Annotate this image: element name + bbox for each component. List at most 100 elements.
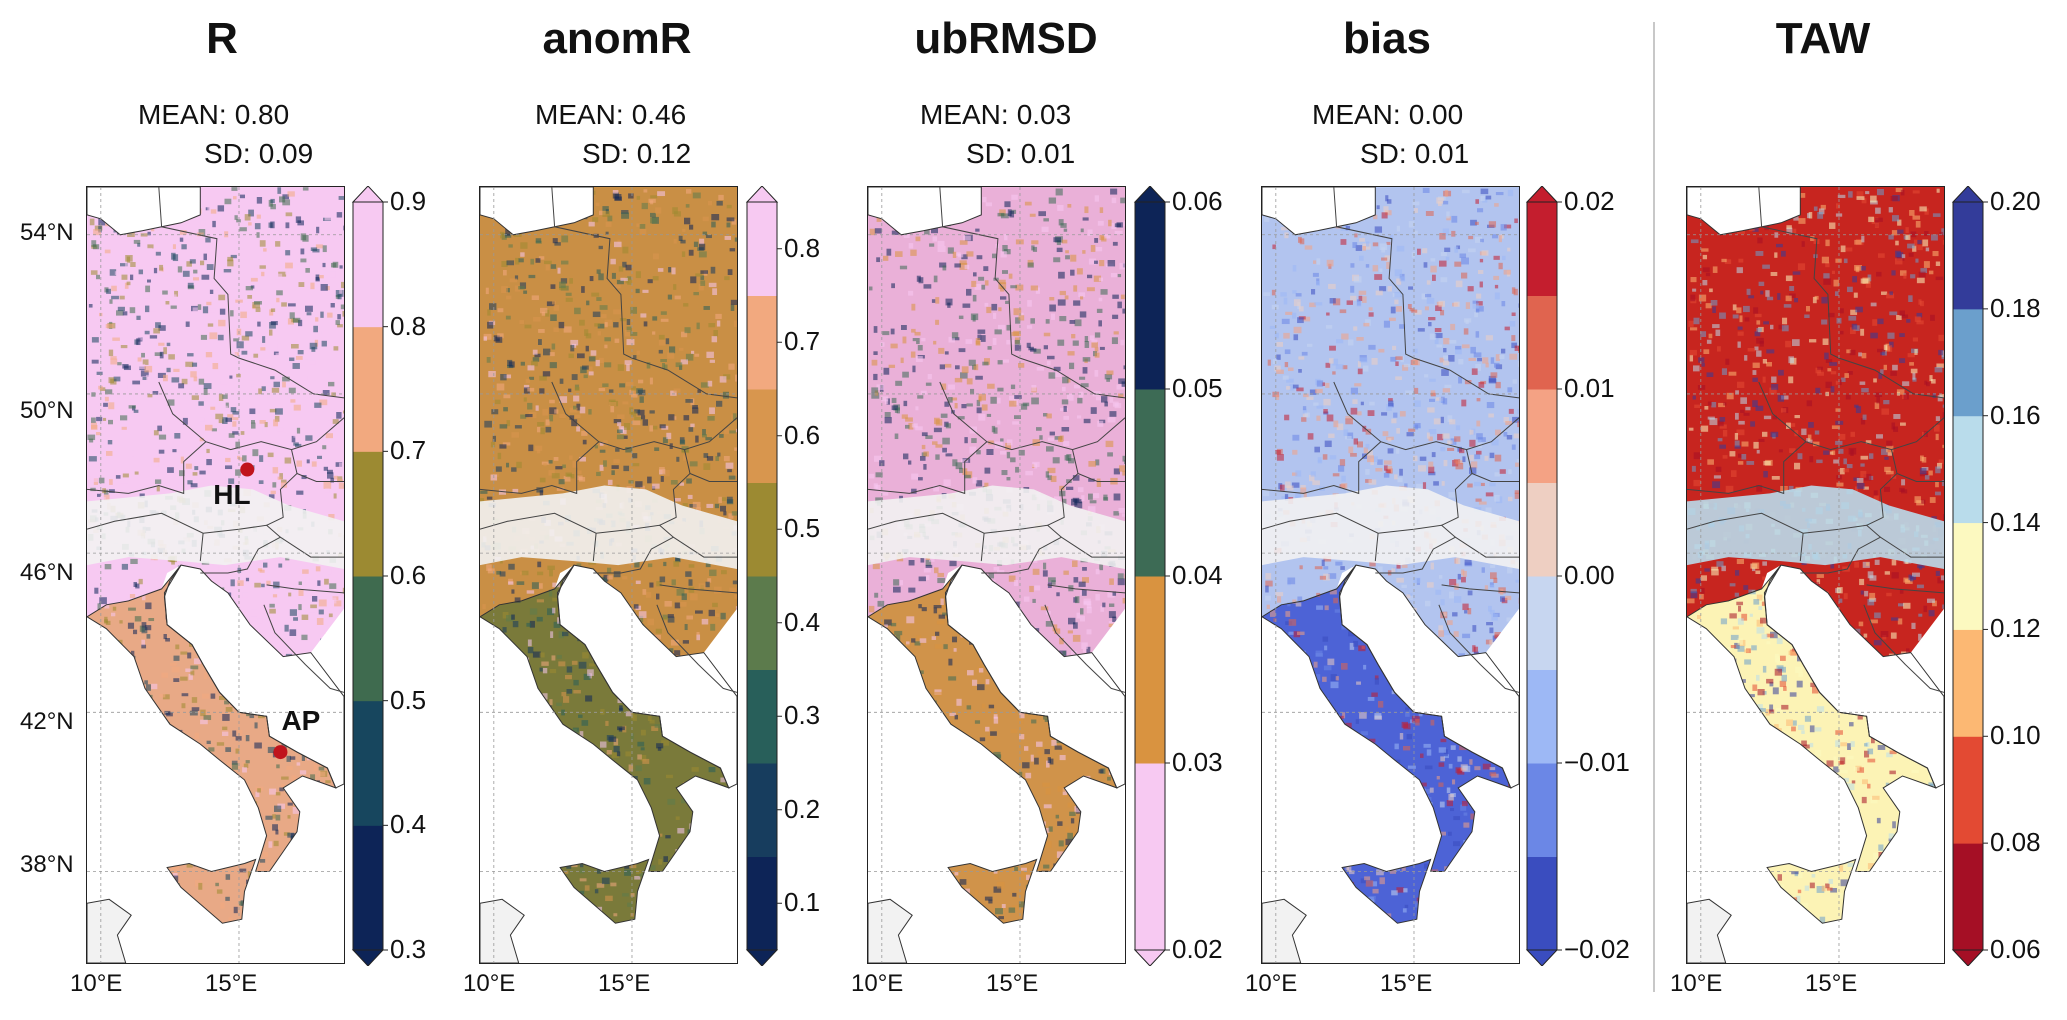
data-cell [639, 224, 646, 229]
data-cell [157, 927, 165, 931]
data-cell [873, 373, 878, 381]
data-cell [1122, 597, 1125, 604]
data-cell [966, 905, 971, 911]
data-cell [1455, 425, 1461, 431]
data-cell [1088, 882, 1097, 887]
data-cell [1511, 287, 1516, 294]
data-cell [874, 228, 882, 234]
country-border [158, 187, 344, 399]
data-cell [514, 777, 521, 784]
data-cell [1022, 952, 1027, 957]
data-cell [551, 840, 557, 844]
data-cell [558, 661, 566, 667]
data-cell [594, 759, 599, 765]
data-cell [1322, 636, 1329, 642]
data-cell [515, 851, 519, 859]
data-cell [674, 650, 681, 656]
data-cell [697, 944, 700, 950]
data-cell [514, 425, 522, 429]
data-cell [157, 765, 164, 770]
data-cell [728, 657, 737, 662]
data-cell [519, 962, 523, 964]
data-cell [118, 753, 126, 757]
data-cell [1095, 594, 1100, 601]
data-cell [241, 315, 250, 321]
data-cell [589, 276, 594, 282]
data-cell [1354, 814, 1360, 819]
data-cell [1097, 958, 1104, 961]
data-cell [1010, 929, 1017, 934]
data-cell [230, 254, 237, 259]
data-cell [733, 320, 737, 327]
data-cell [1328, 573, 1337, 579]
data-cell [143, 912, 150, 919]
data-cell [165, 301, 170, 305]
data-cell [216, 787, 224, 792]
data-cell [150, 766, 155, 771]
data-cell [1069, 362, 1075, 370]
data-cell [151, 851, 155, 858]
data-cell [1393, 412, 1398, 418]
data-cell [927, 903, 931, 907]
data-cell [573, 679, 579, 686]
data-cell [970, 388, 975, 395]
data-cell [558, 321, 565, 329]
data-cell [1374, 675, 1379, 680]
data-cell [923, 451, 929, 457]
data-cell [515, 257, 520, 265]
data-cell [172, 254, 179, 262]
data-cell [921, 607, 927, 612]
data-cell [1309, 389, 1317, 395]
data-cell [873, 351, 878, 356]
data-cell [607, 479, 613, 486]
data-cell [173, 368, 180, 372]
data-cell [911, 762, 919, 770]
data-cell [964, 264, 970, 270]
data-cell [1329, 736, 1336, 743]
data-cell [543, 785, 550, 790]
data-cell [1493, 275, 1500, 280]
data-cell [1032, 461, 1040, 468]
data-cell [549, 414, 554, 422]
data-cell [578, 714, 583, 718]
data-cell [720, 790, 726, 796]
data-cell [1057, 299, 1066, 306]
data-cell [315, 317, 319, 322]
data-cell [658, 349, 663, 354]
data-cell [193, 376, 198, 382]
data-cell [883, 831, 889, 836]
data-cell [505, 315, 511, 320]
data-cell [703, 815, 710, 822]
data-cell [318, 771, 326, 777]
data-cell [498, 489, 507, 495]
data-cell [181, 931, 186, 937]
data-cell [275, 792, 281, 796]
data-cell [1301, 671, 1310, 678]
data-cell [544, 834, 552, 838]
country-border [199, 533, 204, 562]
data-cell [649, 377, 653, 385]
data-cell [993, 873, 999, 880]
data-cell [104, 748, 108, 753]
data-cell [652, 331, 656, 335]
data-cell [1002, 833, 1006, 840]
data-cell [1012, 830, 1019, 836]
data-cell [1338, 759, 1346, 764]
data-cell [683, 952, 689, 959]
data-cell [257, 321, 261, 327]
data-cell [1048, 577, 1056, 582]
data-cell [565, 292, 572, 296]
data-cell [984, 467, 991, 474]
data-cell [210, 860, 218, 867]
data-cell [178, 383, 185, 389]
data-cell [896, 744, 901, 751]
data-cell [1063, 570, 1069, 575]
data-cell [999, 209, 1006, 216]
data-cell [934, 644, 942, 649]
data-cell [511, 589, 515, 594]
data-cell [871, 806, 879, 812]
data-cell [945, 423, 952, 429]
data-cell [191, 707, 200, 711]
data-cell [506, 295, 512, 300]
data-cell [1266, 754, 1274, 759]
